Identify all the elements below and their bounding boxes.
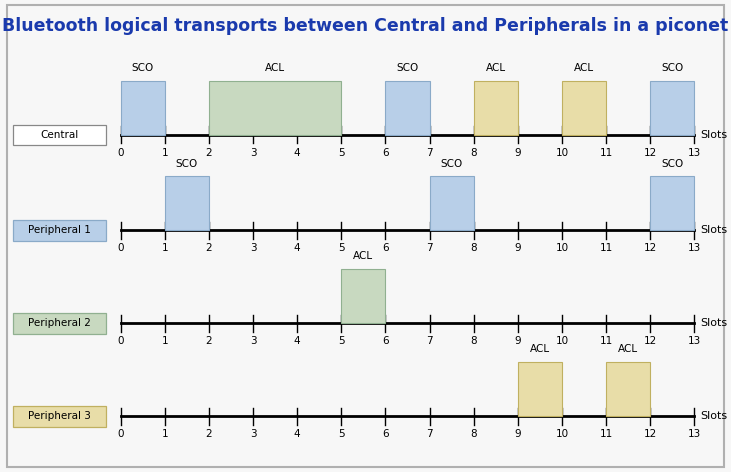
Text: 11: 11 xyxy=(599,148,613,158)
Text: 3: 3 xyxy=(250,243,257,253)
Text: 2: 2 xyxy=(205,148,212,158)
Text: 1: 1 xyxy=(162,336,168,346)
Text: 1: 1 xyxy=(162,429,168,439)
FancyBboxPatch shape xyxy=(474,81,518,135)
Text: 9: 9 xyxy=(515,243,521,253)
Text: ACL: ACL xyxy=(574,63,594,73)
Text: 8: 8 xyxy=(471,148,477,158)
Text: Peripheral 3: Peripheral 3 xyxy=(28,411,91,421)
Text: 6: 6 xyxy=(382,148,389,158)
Text: 11: 11 xyxy=(599,243,613,253)
Text: 9: 9 xyxy=(515,429,521,439)
Text: 6: 6 xyxy=(382,243,389,253)
Text: ACL: ACL xyxy=(486,63,506,73)
Text: 1: 1 xyxy=(162,148,168,158)
Text: 10: 10 xyxy=(556,148,569,158)
Text: 7: 7 xyxy=(426,336,433,346)
Text: SCO: SCO xyxy=(175,159,198,169)
Text: Slots: Slots xyxy=(700,225,727,236)
Text: 6: 6 xyxy=(382,336,389,346)
FancyBboxPatch shape xyxy=(651,81,694,135)
Text: Peripheral 1: Peripheral 1 xyxy=(28,225,91,236)
Text: 12: 12 xyxy=(644,429,657,439)
FancyBboxPatch shape xyxy=(13,313,106,334)
FancyBboxPatch shape xyxy=(430,176,474,230)
Text: 13: 13 xyxy=(688,429,701,439)
Text: SCO: SCO xyxy=(662,159,683,169)
FancyBboxPatch shape xyxy=(385,81,430,135)
Text: 0: 0 xyxy=(118,429,124,439)
Text: ACL: ACL xyxy=(618,345,638,354)
FancyBboxPatch shape xyxy=(164,176,209,230)
Text: 5: 5 xyxy=(338,243,344,253)
Text: 10: 10 xyxy=(556,243,569,253)
Text: 11: 11 xyxy=(599,336,613,346)
Text: 4: 4 xyxy=(294,336,300,346)
Text: 2: 2 xyxy=(205,243,212,253)
Text: 8: 8 xyxy=(471,243,477,253)
Text: 5: 5 xyxy=(338,429,344,439)
Text: 7: 7 xyxy=(426,148,433,158)
FancyBboxPatch shape xyxy=(13,220,106,241)
FancyBboxPatch shape xyxy=(13,406,106,427)
Text: 4: 4 xyxy=(294,148,300,158)
Text: ACL: ACL xyxy=(265,63,285,73)
FancyBboxPatch shape xyxy=(341,269,385,323)
FancyBboxPatch shape xyxy=(7,5,724,467)
Text: 6: 6 xyxy=(382,429,389,439)
Text: 9: 9 xyxy=(515,148,521,158)
Text: SCO: SCO xyxy=(441,159,463,169)
Text: 7: 7 xyxy=(426,243,433,253)
Text: 13: 13 xyxy=(688,148,701,158)
Text: 9: 9 xyxy=(515,336,521,346)
FancyBboxPatch shape xyxy=(518,362,562,416)
Text: 5: 5 xyxy=(338,148,344,158)
Text: 2: 2 xyxy=(205,336,212,346)
FancyBboxPatch shape xyxy=(13,125,106,145)
Text: 4: 4 xyxy=(294,243,300,253)
FancyBboxPatch shape xyxy=(651,176,694,230)
Text: 11: 11 xyxy=(599,429,613,439)
FancyBboxPatch shape xyxy=(606,362,651,416)
Text: 8: 8 xyxy=(471,336,477,346)
Text: 8: 8 xyxy=(471,429,477,439)
Text: 7: 7 xyxy=(426,429,433,439)
Text: Slots: Slots xyxy=(700,318,727,329)
FancyBboxPatch shape xyxy=(209,81,341,135)
Text: 12: 12 xyxy=(644,148,657,158)
Text: 13: 13 xyxy=(688,336,701,346)
Text: 13: 13 xyxy=(688,243,701,253)
Text: 12: 12 xyxy=(644,243,657,253)
Text: 1: 1 xyxy=(162,243,168,253)
Text: Bluetooth logical transports between Central and Peripherals in a piconet: Bluetooth logical transports between Cen… xyxy=(2,17,729,35)
Text: 0: 0 xyxy=(118,336,124,346)
FancyBboxPatch shape xyxy=(121,81,164,135)
Text: 3: 3 xyxy=(250,148,257,158)
Text: 2: 2 xyxy=(205,429,212,439)
Text: 5: 5 xyxy=(338,336,344,346)
Text: 0: 0 xyxy=(118,148,124,158)
Text: Peripheral 2: Peripheral 2 xyxy=(28,318,91,329)
Text: Slots: Slots xyxy=(700,411,727,421)
Text: 12: 12 xyxy=(644,336,657,346)
Text: 10: 10 xyxy=(556,429,569,439)
Text: 3: 3 xyxy=(250,429,257,439)
Text: Central: Central xyxy=(40,130,79,140)
Text: 4: 4 xyxy=(294,429,300,439)
Text: 0: 0 xyxy=(118,243,124,253)
Text: Slots: Slots xyxy=(700,130,727,140)
Text: SCO: SCO xyxy=(662,63,683,73)
Text: SCO: SCO xyxy=(132,63,154,73)
Text: ACL: ACL xyxy=(353,252,374,261)
Text: SCO: SCO xyxy=(396,63,419,73)
Text: ACL: ACL xyxy=(530,345,550,354)
Text: 10: 10 xyxy=(556,336,569,346)
Text: 3: 3 xyxy=(250,336,257,346)
FancyBboxPatch shape xyxy=(562,81,606,135)
